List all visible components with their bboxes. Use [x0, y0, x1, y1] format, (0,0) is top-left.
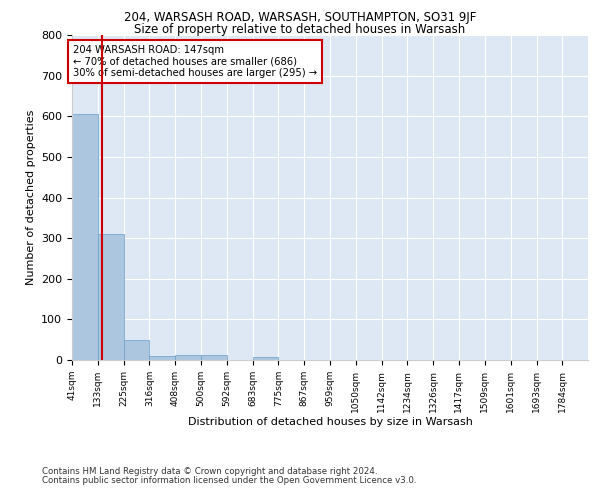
Bar: [98, 234, 124, 360]
Bar: [72, 114, 98, 360]
Text: 204, WARSASH ROAD, WARSASH, SOUTHAMPTON, SO31 9JF: 204, WARSASH ROAD, WARSASH, SOUTHAMPTON,…: [124, 11, 476, 24]
Y-axis label: Number of detached properties: Number of detached properties: [26, 110, 35, 285]
Bar: [124, 340, 149, 360]
X-axis label: Distribution of detached houses by size in Warsash: Distribution of detached houses by size …: [188, 418, 472, 428]
Text: Contains public sector information licensed under the Open Government Licence v3: Contains public sector information licen…: [42, 476, 416, 485]
Bar: [149, 356, 175, 360]
Text: Size of property relative to detached houses in Warsash: Size of property relative to detached ho…: [134, 22, 466, 36]
Bar: [201, 354, 227, 360]
Text: 204 WARSASH ROAD: 147sqm
← 70% of detached houses are smaller (686)
30% of semi-: 204 WARSASH ROAD: 147sqm ← 70% of detach…: [73, 45, 317, 78]
Bar: [175, 354, 201, 360]
Text: Contains HM Land Registry data © Crown copyright and database right 2024.: Contains HM Land Registry data © Crown c…: [42, 467, 377, 476]
Bar: [253, 357, 278, 360]
